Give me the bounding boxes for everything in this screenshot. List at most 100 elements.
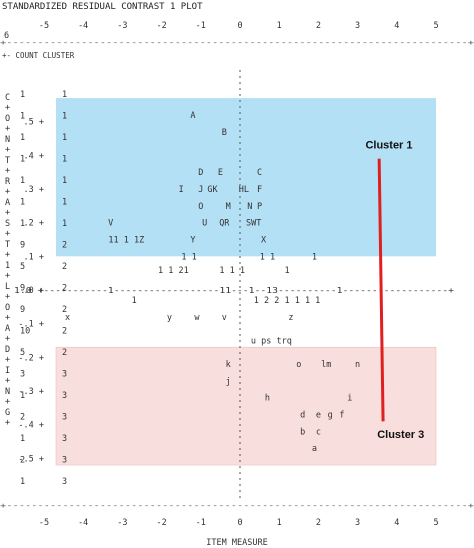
x-tick-label-top: -2	[156, 21, 166, 31]
x-tick-label-bottom: -5	[39, 518, 49, 528]
x-tick-label-bottom: 3	[355, 518, 360, 528]
chart-title: STANDARDIZED RESIDUAL CONTRAST 1 PLOT	[2, 2, 203, 12]
point-label: Y	[190, 236, 195, 246]
cluster-number: 1	[62, 219, 67, 229]
cluster-region	[55, 346, 437, 466]
point-label: O	[198, 202, 203, 212]
y-tick-label: -.2 +	[18, 353, 44, 363]
point-label: d	[300, 411, 305, 421]
y-axis-letter: 1	[5, 261, 10, 271]
count-mark: 1 1 1	[219, 266, 245, 276]
point-label: SWT	[246, 219, 261, 229]
count-value: 1	[20, 133, 25, 143]
cluster-number: 1	[62, 90, 67, 100]
x-tick-label-top: 1	[277, 21, 282, 31]
cluster-number: 1	[62, 112, 67, 122]
y-axis-letter: G	[5, 408, 10, 418]
point-label: h	[265, 394, 270, 404]
point-label: n	[355, 360, 360, 370]
cluster-link-line	[377, 158, 385, 422]
cluster-number: 1	[62, 133, 67, 143]
count-mark: 1 1	[260, 252, 275, 262]
y-axis-letter: T	[5, 156, 10, 166]
x-tick-label-bottom: -1	[196, 518, 206, 528]
cluster-number: 1	[62, 155, 67, 165]
x-tick-label-bottom: -4	[78, 518, 88, 528]
x-tick-label-bottom: 2	[316, 518, 321, 528]
y-tick-label: .0 +	[24, 286, 44, 296]
count-value: 3	[20, 370, 25, 380]
count-mark: 1	[312, 252, 317, 262]
cluster-annotation: Cluster 1	[365, 140, 412, 152]
x-tick-label-top: -4	[78, 21, 88, 31]
y-axis-plus: +	[5, 124, 10, 134]
point-label: b	[300, 427, 305, 437]
annotations: Cluster 1 Cluster 3	[365, 140, 424, 442]
x-tick-label-bottom: -2	[156, 518, 166, 528]
point-label: i	[347, 394, 352, 404]
x-axis-label: ITEM MEASURE	[206, 538, 267, 548]
cluster-number: 3	[62, 391, 67, 401]
count-value: 9	[20, 284, 25, 294]
count-value: 10	[20, 327, 30, 337]
point-label: lm	[321, 360, 331, 370]
cluster-number: 3	[62, 477, 67, 487]
count-value: 1	[20, 477, 25, 487]
point-label: GK	[207, 185, 218, 195]
corner-label: 6	[4, 31, 9, 41]
y-axis-plus: +	[5, 355, 10, 365]
cluster-number: 2	[62, 327, 67, 337]
point-label: E	[218, 168, 223, 178]
y-tick-label: .1 +	[24, 252, 44, 262]
cluster-number: 2	[62, 348, 67, 358]
count-mark: v	[222, 313, 227, 323]
frame-top: +---------------------------------------…	[0, 39, 474, 47]
y-axis-letter: D	[5, 345, 10, 355]
cluster-number: 3	[62, 413, 67, 423]
point-marks: A B D E C I J GK HL F O M N P V U QR SWT Y Xk o lm n j h i d e g f b ca…	[65, 111, 360, 454]
count-value: 1	[20, 155, 25, 165]
point-label: C	[257, 168, 262, 178]
point-label: k	[226, 360, 231, 370]
count-value: 2	[20, 456, 25, 466]
count-mark: y	[167, 313, 172, 323]
cluster-number: 2	[62, 305, 67, 315]
y-axis-letter: I	[5, 366, 10, 376]
y-axis-letter: R	[5, 177, 11, 187]
point-label: a	[312, 444, 317, 454]
x-tick-label-top: 0	[237, 21, 242, 31]
y-axis-plus: +	[5, 250, 10, 260]
y-tick-label: .3 +	[24, 185, 44, 195]
point-label: X	[261, 236, 267, 246]
y-tick-label: .2 +	[24, 219, 44, 229]
frame-bottom: +---------------------------------------…	[0, 502, 474, 510]
point-label: J	[198, 185, 203, 195]
count-value: 5	[20, 348, 25, 358]
count-value: 5	[20, 262, 25, 272]
point-label: e	[316, 411, 321, 421]
point-label: V	[108, 219, 113, 229]
x-tick-label-top: 3	[355, 21, 360, 31]
point-label: o	[296, 360, 301, 370]
y-tick-label: -.4 +	[18, 421, 44, 431]
y-axis-plus: +	[5, 376, 10, 386]
x-tick-label-bottom: 4	[394, 518, 399, 528]
x-tick-label-top: -5	[39, 21, 49, 31]
count-mark: 1 2 2 1 1 1 1	[254, 296, 321, 306]
point-label: QR	[219, 219, 230, 229]
count-mark: 1 1 21	[158, 266, 189, 276]
point-label: N	[247, 202, 252, 212]
x-tick-label-bottom: 1	[277, 518, 282, 528]
count-mark: u ps trq	[251, 337, 292, 347]
count-mark: 1	[132, 296, 137, 306]
y-axis-letter: A	[5, 324, 10, 334]
y-axis-letter: O	[5, 303, 10, 313]
count-value: 1	[20, 90, 25, 100]
count-value: 1	[20, 391, 25, 401]
count-value: 2	[20, 413, 25, 423]
y-tick-label: -.5 +	[18, 454, 44, 464]
count-value: 1	[20, 434, 25, 444]
point-label: f	[339, 411, 344, 421]
